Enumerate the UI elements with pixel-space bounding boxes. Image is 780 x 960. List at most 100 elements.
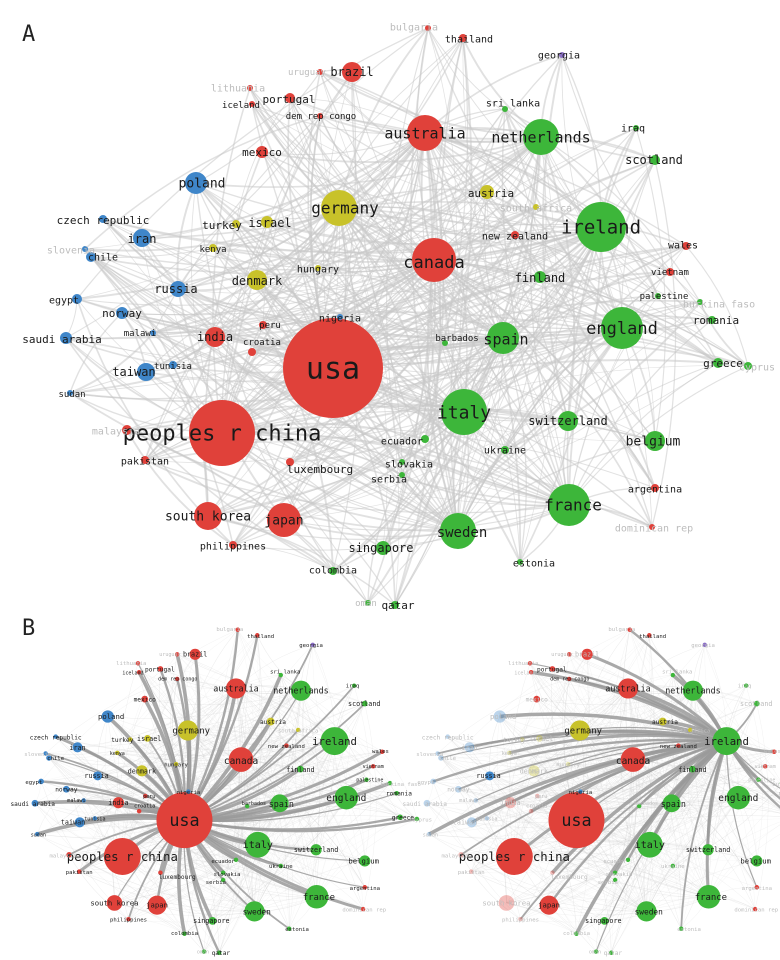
edge-line bbox=[533, 770, 647, 912]
edge-line bbox=[122, 688, 237, 857]
node-serbia bbox=[220, 877, 226, 883]
label-cyprus: cyprus bbox=[739, 363, 775, 374]
node-burkinafaso bbox=[387, 780, 393, 786]
node-scotland bbox=[362, 700, 368, 707]
node-lithuania bbox=[135, 661, 141, 666]
edge-line bbox=[187, 730, 397, 794]
edge-line bbox=[187, 730, 280, 804]
label-southafrica: south africa bbox=[670, 728, 710, 734]
node-dominicanrep bbox=[649, 524, 655, 530]
node-czech bbox=[53, 734, 58, 739]
edge-line bbox=[122, 678, 178, 857]
node-norway bbox=[62, 785, 70, 793]
node-singapore bbox=[208, 916, 217, 925]
node-sweden bbox=[244, 901, 265, 922]
label-austria: austria bbox=[652, 719, 678, 726]
label-brazil: brazil bbox=[330, 65, 373, 79]
highlight-edge bbox=[548, 740, 728, 906]
edge-line bbox=[118, 740, 335, 803]
edge-line bbox=[83, 788, 417, 820]
edge-line bbox=[114, 902, 220, 953]
node-iraq bbox=[351, 683, 357, 688]
node-ecuador bbox=[421, 435, 429, 443]
edge-line bbox=[635, 127, 667, 442]
node-denmark bbox=[247, 270, 267, 290]
edge-line bbox=[471, 822, 709, 898]
edge-line bbox=[531, 798, 672, 812]
edge-line bbox=[283, 206, 537, 521]
node-slovakia bbox=[612, 870, 618, 875]
edge-line bbox=[144, 259, 435, 461]
label-colombia: colombia bbox=[309, 566, 357, 577]
node-taiwan bbox=[74, 817, 85, 828]
edge-line bbox=[294, 690, 317, 897]
label-southafrica: south africa bbox=[278, 728, 318, 734]
label-egypt: egypt bbox=[49, 296, 79, 307]
highlight-edge bbox=[579, 739, 727, 793]
edge-line bbox=[232, 337, 504, 546]
edge-line bbox=[157, 896, 317, 912]
edge-line bbox=[646, 860, 757, 912]
edge-line bbox=[262, 259, 435, 326]
edge-line bbox=[254, 860, 365, 912]
edge-line bbox=[471, 871, 709, 902]
node-colombia bbox=[574, 931, 579, 936]
node-colombia bbox=[182, 931, 187, 936]
edge-line bbox=[639, 806, 709, 897]
label-qatar: qatar bbox=[381, 599, 414, 612]
edge-line bbox=[257, 635, 317, 897]
node-peru bbox=[143, 793, 148, 799]
node-iceland bbox=[528, 670, 534, 675]
label-hungary: hungary bbox=[164, 763, 188, 769]
edge-line bbox=[533, 635, 650, 771]
edge-line bbox=[627, 688, 756, 910]
edge-line bbox=[235, 688, 317, 897]
label-thailand: thailand bbox=[639, 634, 666, 640]
edge-line bbox=[235, 688, 301, 770]
highlight-edge bbox=[184, 817, 418, 833]
label-usa: usa bbox=[169, 810, 199, 830]
node-finland bbox=[689, 765, 696, 773]
label-australia: australia bbox=[384, 124, 465, 142]
edge-line bbox=[45, 753, 280, 804]
node-switzerland bbox=[558, 411, 578, 431]
label-palestine: palestine bbox=[640, 292, 689, 302]
label-finland: finland bbox=[286, 766, 314, 774]
edge-line bbox=[426, 781, 434, 804]
label-chile: chile bbox=[88, 253, 118, 264]
edge-line bbox=[117, 663, 139, 857]
label-uruguay: uruguay bbox=[159, 652, 180, 658]
edge-line bbox=[48, 757, 255, 912]
label-sweden: sweden bbox=[437, 525, 488, 541]
node-iraq bbox=[743, 683, 749, 688]
edge-line bbox=[79, 688, 237, 823]
label-wales: wales bbox=[668, 241, 698, 252]
label-russia: russia bbox=[84, 772, 108, 780]
label-china: peoples r china bbox=[67, 850, 178, 864]
node-turkey bbox=[519, 737, 525, 742]
edge-line bbox=[389, 783, 418, 820]
node-poland bbox=[185, 172, 207, 194]
edge-line bbox=[156, 688, 237, 906]
highlight-edge bbox=[475, 740, 727, 802]
node-thailand bbox=[255, 633, 260, 638]
node-malawi bbox=[150, 330, 156, 336]
node-chile bbox=[438, 755, 444, 761]
edge-line bbox=[316, 793, 397, 897]
edge-line bbox=[424, 132, 468, 413]
node-austria bbox=[658, 717, 667, 726]
node-poland bbox=[101, 710, 114, 723]
edge-line bbox=[48, 757, 280, 804]
edge-line bbox=[432, 629, 630, 782]
label-belgium: belgium bbox=[740, 857, 771, 866]
edge-line bbox=[671, 803, 757, 888]
label-turkey: turkey bbox=[503, 737, 526, 744]
node-czech bbox=[445, 734, 450, 739]
label-argentina: argentina bbox=[350, 886, 380, 892]
edge-line bbox=[382, 751, 418, 819]
label-scotland: scotland bbox=[348, 700, 380, 708]
label-italy: italy bbox=[243, 840, 273, 851]
edge-line bbox=[708, 779, 759, 897]
node-ecuador bbox=[233, 857, 239, 863]
label-russia: russia bbox=[154, 282, 197, 296]
